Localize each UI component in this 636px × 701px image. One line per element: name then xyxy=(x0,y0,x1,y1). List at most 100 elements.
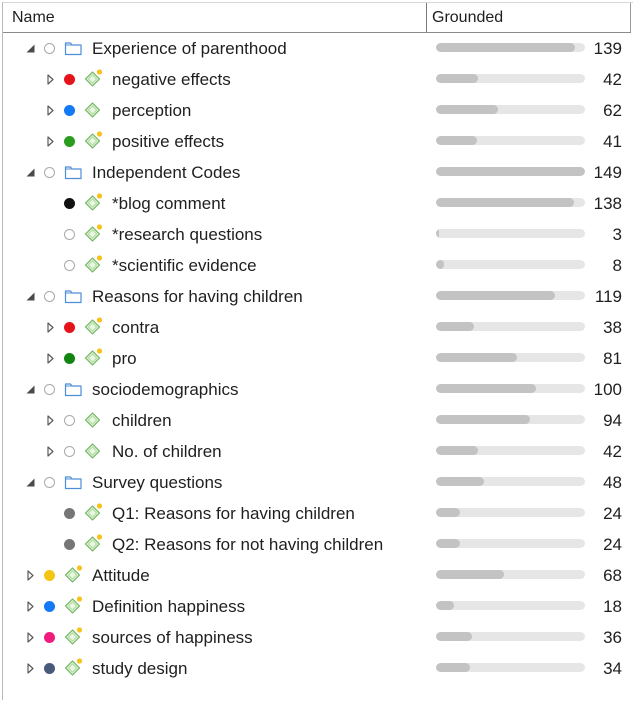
name-column-header[interactable]: Name xyxy=(12,9,55,26)
code-row[interactable]: perception 62 xyxy=(0,95,636,126)
grounded-bar-fill xyxy=(436,105,498,114)
grounded-count: 34 xyxy=(603,659,622,678)
grounded-bar xyxy=(436,198,585,207)
code-row[interactable]: *blog comment 138 xyxy=(0,188,636,219)
code-group-row[interactable]: sociodemographics 100 xyxy=(0,374,636,405)
code-label[interactable]: perception xyxy=(112,101,192,120)
code-color-dot-icon xyxy=(64,260,75,271)
code-icon xyxy=(83,348,103,368)
code-row[interactable]: No. of children 42 xyxy=(0,436,636,467)
grounded-count: 8 xyxy=(612,256,622,275)
grounded-count: 94 xyxy=(603,411,622,430)
code-label[interactable]: Experience of parenthood xyxy=(92,39,287,58)
code-icon xyxy=(83,534,103,554)
code-color-dot-icon xyxy=(64,446,75,457)
code-color-dot-icon xyxy=(44,291,55,302)
collapsed-twisty-icon[interactable] xyxy=(45,436,57,467)
code-label[interactable]: Definition happiness xyxy=(92,597,246,616)
grounded-bar-fill xyxy=(436,384,536,393)
expanded-twisty-icon[interactable] xyxy=(25,374,37,405)
collapsed-twisty-icon[interactable] xyxy=(25,653,37,684)
code-label[interactable]: Attitude xyxy=(92,566,150,585)
code-color-dot-icon xyxy=(44,43,55,54)
code-row[interactable]: Q2: Reasons for not having children 24 xyxy=(0,529,636,560)
code-color-dot-icon xyxy=(44,384,55,395)
code-row[interactable]: study design 34 xyxy=(0,653,636,684)
expanded-twisty-icon[interactable] xyxy=(25,281,37,312)
code-label[interactable]: Q1: Reasons for having children xyxy=(112,504,355,523)
collapsed-twisty-icon[interactable] xyxy=(45,126,57,157)
code-label[interactable]: positive effects xyxy=(112,132,225,151)
grounded-bar-fill xyxy=(436,322,474,331)
code-label[interactable]: contra xyxy=(112,318,160,337)
code-row[interactable]: contra 38 xyxy=(0,312,636,343)
code-label[interactable]: No. of children xyxy=(112,442,222,461)
code-row[interactable]: sources of happiness 36 xyxy=(0,622,636,653)
code-icon xyxy=(83,100,103,120)
code-row[interactable]: *scientific evidence 8 xyxy=(0,250,636,281)
code-color-dot-icon xyxy=(64,415,75,426)
collapsed-twisty-icon[interactable] xyxy=(25,622,37,653)
code-label[interactable]: negative effects xyxy=(112,70,231,89)
code-row[interactable]: Q1: Reasons for having children 24 xyxy=(0,498,636,529)
collapsed-twisty-icon[interactable] xyxy=(45,343,57,374)
collapsed-twisty-icon[interactable] xyxy=(45,95,57,126)
grounded-bar-fill xyxy=(436,477,484,486)
code-group-row[interactable]: Reasons for having children 119 xyxy=(0,281,636,312)
code-row[interactable]: Definition happiness 18 xyxy=(0,591,636,622)
code-label[interactable]: study design xyxy=(92,659,188,678)
grounded-count: 38 xyxy=(603,318,622,337)
grounded-bar xyxy=(436,446,585,455)
grounded-column-header[interactable]: Grounded xyxy=(432,9,504,26)
grounded-count: 24 xyxy=(603,535,622,554)
code-color-dot-icon xyxy=(64,229,75,240)
column-header-end-divider xyxy=(630,3,631,32)
expanded-twisty-icon[interactable] xyxy=(25,467,37,498)
grounded-bar-fill xyxy=(436,508,460,517)
grounded-bar-fill xyxy=(436,136,477,145)
code-label[interactable]: Q2: Reasons for not having children xyxy=(112,535,384,554)
code-color-dot-icon xyxy=(64,539,75,550)
grounded-bar-fill xyxy=(436,446,478,455)
grounded-count: 42 xyxy=(603,442,622,461)
expanded-twisty-icon[interactable] xyxy=(25,33,37,64)
code-row[interactable]: *research questions 3 xyxy=(0,219,636,250)
column-resize-handle[interactable] xyxy=(426,3,427,32)
code-row[interactable]: positive effects 41 xyxy=(0,126,636,157)
collapsed-twisty-icon[interactable] xyxy=(45,405,57,436)
grounded-bar xyxy=(436,260,585,269)
grounded-count: 48 xyxy=(603,473,622,492)
expanded-twisty-icon[interactable] xyxy=(25,157,37,188)
code-row[interactable]: Attitude 68 xyxy=(0,560,636,591)
code-label[interactable]: *research questions xyxy=(112,225,263,244)
code-row[interactable]: negative effects 42 xyxy=(0,64,636,95)
code-label[interactable]: sociodemographics xyxy=(92,380,239,399)
code-label[interactable]: Survey questions xyxy=(92,473,223,492)
collapsed-twisty-icon[interactable] xyxy=(25,591,37,622)
grounded-bar-fill xyxy=(436,539,460,548)
code-label[interactable]: *blog comment xyxy=(112,194,226,213)
collapsed-twisty-icon[interactable] xyxy=(45,64,57,95)
folder-icon xyxy=(63,472,83,492)
grounded-bar-fill xyxy=(436,601,454,610)
code-label[interactable]: children xyxy=(112,411,172,430)
code-label[interactable]: sources of happiness xyxy=(92,628,253,647)
code-color-dot-icon xyxy=(64,136,75,147)
code-group-row[interactable]: Experience of parenthood 139 xyxy=(0,33,636,64)
code-icon xyxy=(83,317,103,337)
code-label[interactable]: Independent Codes xyxy=(92,163,241,182)
code-label[interactable]: *scientific evidence xyxy=(112,256,257,275)
code-label[interactable]: Reasons for having children xyxy=(92,287,303,306)
collapsed-twisty-icon[interactable] xyxy=(25,560,37,591)
code-group-row[interactable]: Survey questions 48 xyxy=(0,467,636,498)
collapsed-twisty-icon[interactable] xyxy=(45,312,57,343)
code-row[interactable]: pro 81 xyxy=(0,343,636,374)
code-label[interactable]: pro xyxy=(112,349,137,368)
code-group-row[interactable]: Independent Codes 149 xyxy=(0,157,636,188)
grounded-count: 3 xyxy=(612,225,622,244)
code-icon xyxy=(83,131,103,151)
column-header: Name Grounded xyxy=(3,3,631,33)
grounded-bar xyxy=(436,663,585,672)
code-row[interactable]: children 94 xyxy=(0,405,636,436)
grounded-bar-fill xyxy=(436,291,555,300)
